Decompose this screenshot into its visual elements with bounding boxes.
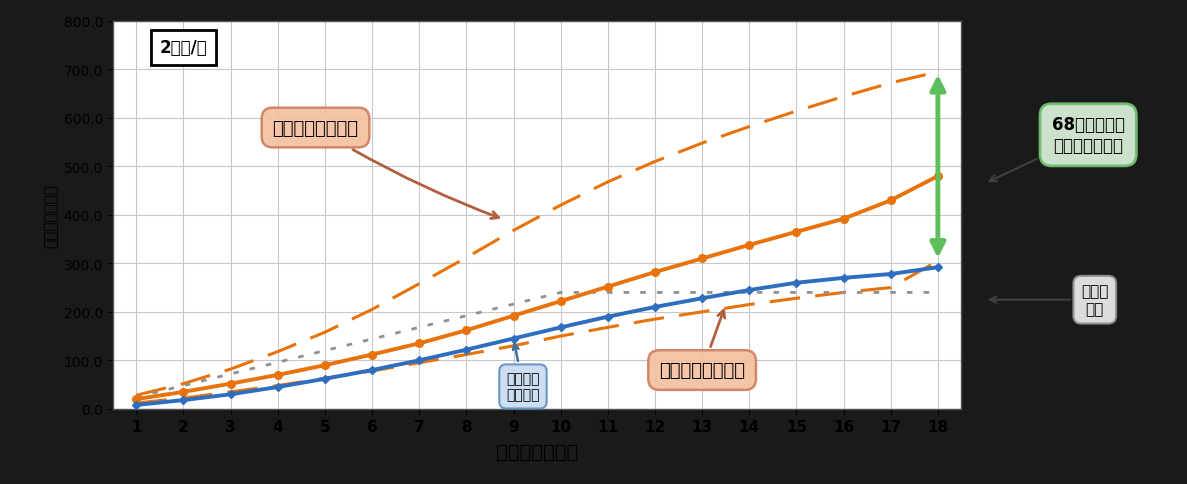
- Text: 2万円/月: 2万円/月: [159, 39, 208, 57]
- Text: 68％の確率で
この間に収まる: 68％の確率で この間に収まる: [990, 116, 1124, 182]
- Text: 投賄　リスク＋側: 投賄 リスク＋側: [273, 119, 499, 219]
- Text: 払った
金額: 払った 金額: [990, 284, 1109, 316]
- Text: 投賄　リスク－側: 投賄 リスク－側: [659, 310, 745, 379]
- Y-axis label: 貓贬額（万円）: 貓贬額（万円）: [43, 183, 58, 247]
- Text: ドル建て
生命保険: ドル建て 生命保険: [506, 344, 540, 402]
- X-axis label: 娘の年齢（歳）: 娘の年齢（歳）: [496, 442, 578, 461]
